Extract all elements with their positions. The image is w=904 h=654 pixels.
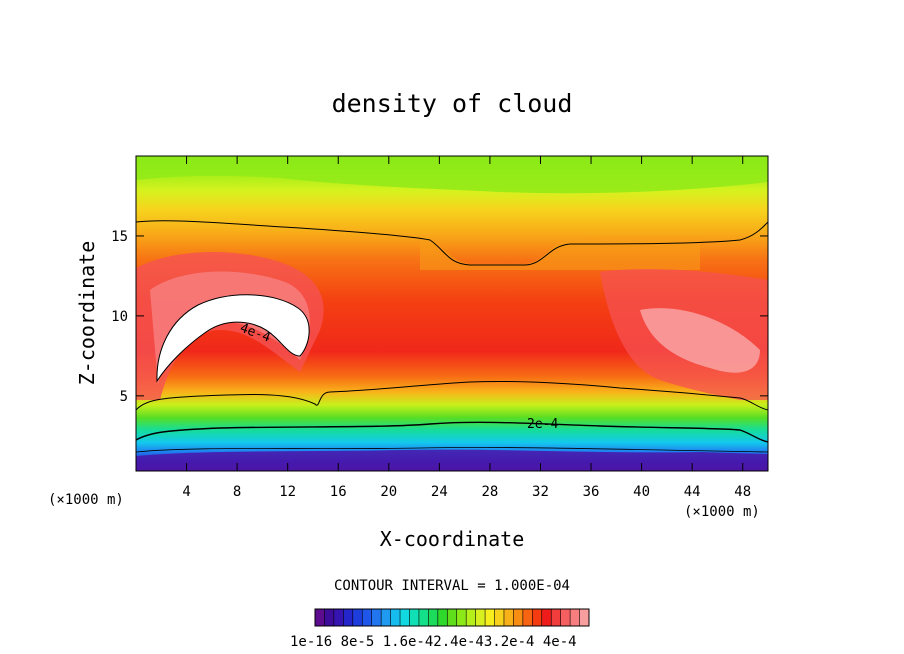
colorbar-swatch (551, 609, 561, 626)
x-tick-label: 24 (431, 484, 448, 500)
colorbar-labels: 1e-16 8e-5 1.6e-42.4e-43.2e-4 4e-4 (290, 634, 577, 650)
colorbar-swatch (315, 609, 325, 626)
colorbar-swatch (343, 609, 354, 626)
x-tick-label: 44 (684, 484, 701, 500)
colorbar-swatch (352, 609, 363, 626)
x-tick-label: 12 (279, 484, 296, 500)
x-unit-left: (×1000 m) (48, 492, 124, 508)
x-unit-right: (×1000 m) (684, 504, 760, 520)
colorbar-swatch (475, 609, 486, 626)
colorbar-swatch (522, 609, 533, 626)
colorbar-swatch (333, 609, 344, 626)
contour-line-lower (136, 421, 768, 443)
bottom-dark-band (136, 449, 768, 471)
upper-green-band (136, 156, 768, 194)
colorbar-swatch (485, 609, 495, 626)
y-axis-label: Z-coordinate (75, 241, 99, 386)
colorbar-swatch (513, 609, 524, 626)
colorbar-swatch (541, 609, 552, 626)
contour-label-2e-4: 2e-4 (527, 417, 558, 432)
x-tick-label: 40 (633, 484, 650, 500)
x-tick-label: 32 (532, 484, 549, 500)
plot-area: 4e-4 2e-4 (136, 156, 768, 471)
x-tick-label: 4 (182, 484, 190, 500)
colorbar-swatch (390, 609, 401, 626)
x-axis-ticks: 4 8 12 16 20 24 28 32 36 40 44 48 (182, 156, 751, 500)
colorbar-swatch (560, 609, 571, 626)
center-dip-band (420, 236, 700, 270)
colorbar-swatch (466, 609, 476, 626)
colorbar-swatch (409, 609, 420, 626)
x-tick-label: 8 (233, 484, 241, 500)
contour-line-upper (136, 220, 768, 266)
colorbar-swatch (532, 609, 543, 626)
x-axis-label: X-coordinate (380, 527, 525, 551)
y-tick-label: 5 (120, 389, 128, 405)
x-tick-label: 20 (380, 484, 397, 500)
contour-line-base (136, 447, 768, 453)
x-tick-label: 36 (583, 484, 600, 500)
colorbar-swatch (362, 609, 372, 626)
colorbar-swatch (456, 609, 467, 626)
chart-title: density of cloud (332, 89, 573, 118)
x-tick-label: 48 (734, 484, 751, 500)
colorbar-swatch (437, 609, 448, 626)
colorbar-swatch (494, 609, 505, 626)
y-tick-label: 10 (111, 309, 128, 325)
x-tick-label: 16 (330, 484, 347, 500)
colorbar-frame (314, 608, 590, 627)
colorbar-swatch (503, 609, 514, 626)
plot-frame (135, 155, 769, 472)
colorbar-swatch (447, 609, 458, 626)
colorbar-swatch (570, 609, 580, 626)
colorbar-swatch (371, 609, 382, 626)
y-axis-ticks: 5 10 15 (111, 229, 768, 405)
y-tick-label: 15 (111, 229, 128, 245)
colorbar-swatch (579, 609, 590, 626)
x-tick-label: 28 (481, 484, 498, 500)
right-lobe-inner (640, 308, 760, 373)
contour-line-mid (136, 380, 768, 411)
contour-interval-text: CONTOUR INTERVAL = 1.000E-04 (334, 578, 570, 594)
colorbar-swatch (381, 609, 391, 626)
colorbar-swatch (418, 609, 429, 626)
colorbar (314, 608, 590, 627)
colorbar-swatch (324, 609, 335, 626)
colorbar-swatch (400, 609, 410, 626)
colorbar-swatch (428, 609, 439, 626)
white-core-region (156, 294, 310, 383)
